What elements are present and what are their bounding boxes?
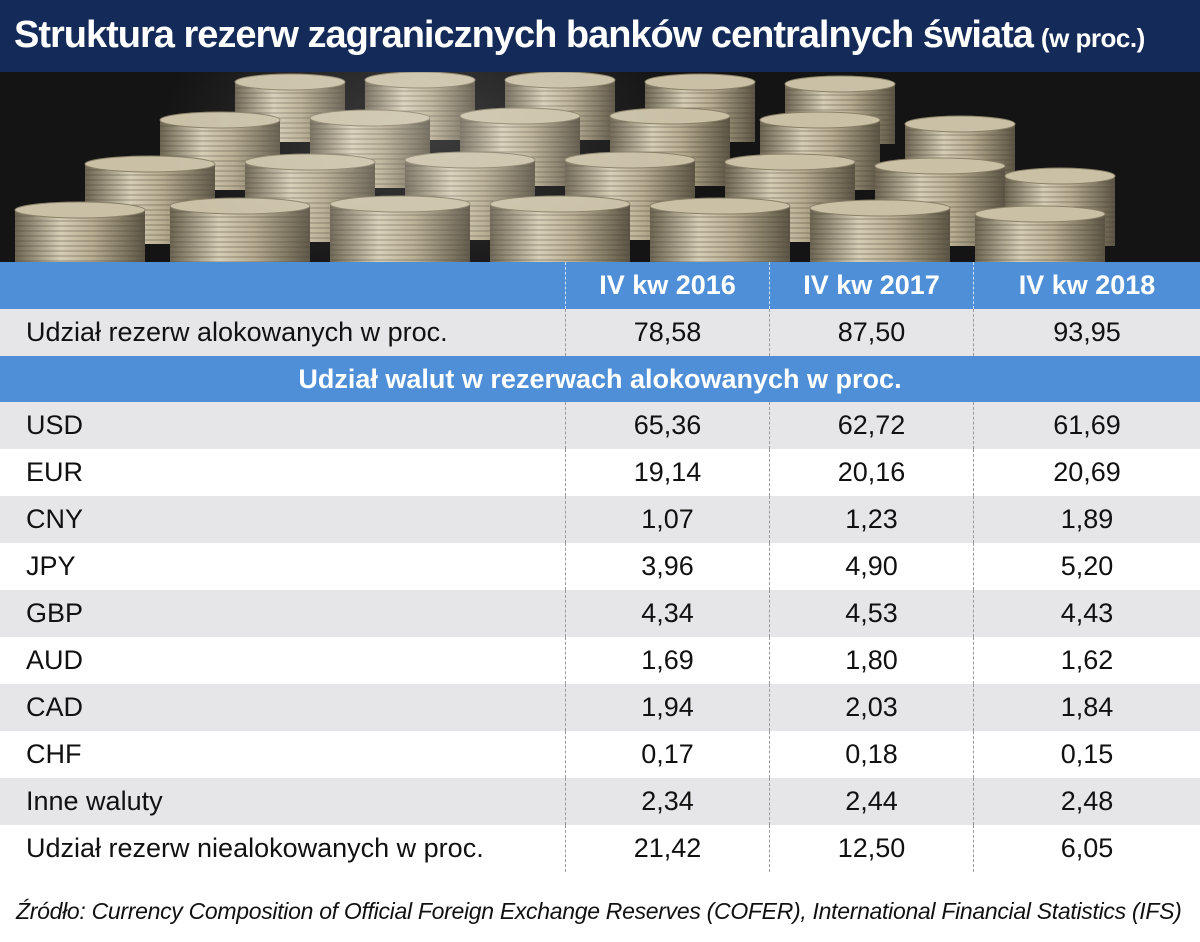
cell-value: 93,95 xyxy=(973,309,1200,356)
coins-image xyxy=(14,72,1116,262)
cell-value: 0,17 xyxy=(565,731,769,778)
section-label: Udział walut w rezerwach alokowanych w p… xyxy=(298,363,902,394)
cell-value: 1,84 xyxy=(973,684,1200,731)
cell-value: 2,44 xyxy=(769,778,973,825)
row-label: Inne waluty xyxy=(26,786,163,816)
cell-value: 1,62 xyxy=(973,637,1200,684)
table-row: Inne waluty 2,34 2,44 2,48 xyxy=(0,778,1200,825)
cell-value: 4,43 xyxy=(973,590,1200,637)
row-label: JPY xyxy=(26,551,76,581)
cell-value: 19,14 xyxy=(565,449,769,496)
title-unit: (w proc.) xyxy=(1040,23,1145,53)
table-row: GBP 4,34 4,53 4,43 xyxy=(0,590,1200,637)
cell-value: 4,34 xyxy=(565,590,769,637)
cell-value: 4,53 xyxy=(769,590,973,637)
cell-value: 1,07 xyxy=(565,496,769,543)
cell-value: 1,89 xyxy=(973,496,1200,543)
cell-value: 2,03 xyxy=(769,684,973,731)
row-label: EUR xyxy=(26,457,84,487)
cell-value: 0,15 xyxy=(973,731,1200,778)
coin-stack xyxy=(14,201,146,262)
row-label: Udział rezerw alokowanych w proc. xyxy=(26,317,448,347)
cell-value: 20,16 xyxy=(769,449,973,496)
column-header: IV kw 2017 xyxy=(769,262,973,309)
cell-value: 1,94 xyxy=(565,684,769,731)
table-header-row: IV kw 2016 IV kw 2017 IV kw 2018 xyxy=(0,262,1200,309)
cell-value: 87,50 xyxy=(769,309,973,356)
coin-stack xyxy=(809,199,951,262)
cell-value: 6,05 xyxy=(973,825,1200,872)
cell-value: 62,72 xyxy=(769,402,973,449)
unallocated-row: Udział rezerw niealokowanych w proc. 21,… xyxy=(0,825,1200,872)
cell-value: 3,96 xyxy=(565,543,769,590)
cell-value: 78,58 xyxy=(565,309,769,356)
row-label: GBP xyxy=(26,598,84,628)
cell-value: 4,90 xyxy=(769,543,973,590)
table-row: CAD 1,94 2,03 1,84 xyxy=(0,684,1200,731)
cell-value: 20,69 xyxy=(973,449,1200,496)
title-bar: Struktura rezerw zagranicznych banków ce… xyxy=(0,0,1200,72)
row-label: Udział rezerw niealokowanych w proc. xyxy=(26,833,484,863)
cell-value: 1,23 xyxy=(769,496,973,543)
row-label: AUD xyxy=(26,645,84,675)
reserves-table: IV kw 2016 IV kw 2017 IV kw 2018 Udział … xyxy=(0,262,1200,872)
table-row: AUD 1,69 1,80 1,62 xyxy=(0,637,1200,684)
title-main: Struktura rezerw zagranicznych banków ce… xyxy=(14,14,1034,56)
source-note: Źródło: Currency Composition of Official… xyxy=(16,898,1182,924)
row-label: CAD xyxy=(26,692,84,722)
allocated-row: Udział rezerw alokowanych w proc. 78,58 … xyxy=(0,309,1200,356)
coins-photo xyxy=(0,72,1200,262)
table-row: CNY 1,07 1,23 1,89 xyxy=(0,496,1200,543)
row-label: CHF xyxy=(26,739,82,769)
cell-value: 5,20 xyxy=(973,543,1200,590)
cell-value: 12,50 xyxy=(769,825,973,872)
cell-value: 2,34 xyxy=(565,778,769,825)
header-empty-cell xyxy=(0,262,565,309)
section-header-row: Udział walut w rezerwach alokowanych w p… xyxy=(0,356,1200,402)
cell-value: 61,69 xyxy=(973,402,1200,449)
column-header: IV kw 2016 xyxy=(565,262,769,309)
coin-stack xyxy=(649,197,791,262)
table-row: USD 65,36 62,72 61,69 xyxy=(0,402,1200,449)
row-label: CNY xyxy=(26,504,84,534)
row-label: USD xyxy=(26,410,84,440)
table-row: JPY 3,96 4,90 5,20 xyxy=(0,543,1200,590)
page-title: Struktura rezerw zagranicznych banków ce… xyxy=(14,14,1145,57)
cell-value: 21,42 xyxy=(565,825,769,872)
table-row: EUR 19,14 20,16 20,69 xyxy=(0,449,1200,496)
cell-value: 65,36 xyxy=(565,402,769,449)
cell-value: 0,18 xyxy=(769,731,973,778)
coin-stack xyxy=(974,205,1106,262)
cell-value: 1,80 xyxy=(769,637,973,684)
table-row: CHF 0,17 0,18 0,15 xyxy=(0,731,1200,778)
cell-value: 1,69 xyxy=(565,637,769,684)
column-header: IV kw 2018 xyxy=(973,262,1200,309)
cell-value: 2,48 xyxy=(973,778,1200,825)
